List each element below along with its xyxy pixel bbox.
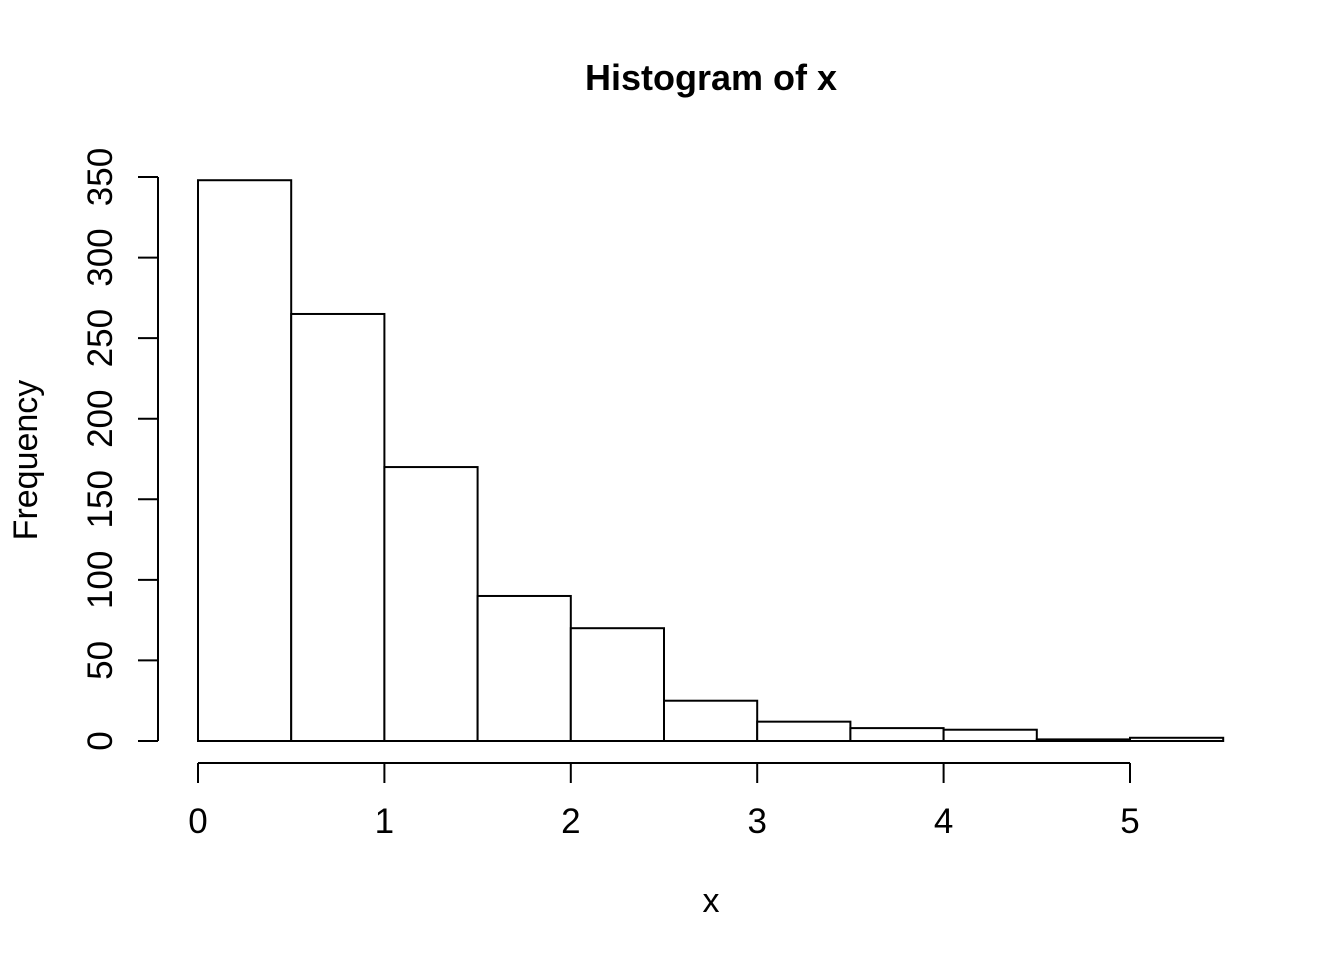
y-tick-label: 200	[81, 390, 120, 448]
x-tick-label: 4	[934, 802, 953, 841]
histogram-bar	[476, 594, 572, 742]
y-axis-title: Frequency	[7, 379, 45, 541]
histogram-bar	[1035, 738, 1132, 742]
histogram-bar	[756, 720, 852, 742]
y-tick-label: 50	[81, 641, 120, 680]
histogram-bar	[849, 727, 945, 743]
histogram-bar	[290, 312, 386, 742]
y-tick-label: 0	[81, 731, 120, 750]
x-tick-label: 5	[1120, 802, 1139, 841]
x-tick-label: 2	[561, 802, 580, 841]
histogram-bar	[569, 627, 665, 743]
x-tick-label: 1	[375, 802, 394, 841]
histogram-bar	[1129, 736, 1225, 743]
histogram-bar	[383, 466, 479, 742]
y-tick-label: 350	[81, 148, 120, 206]
y-tick-label: 300	[81, 228, 120, 286]
histogram-bar	[663, 699, 759, 743]
chart-title: Histogram of x	[584, 57, 838, 98]
histogram-bar	[942, 728, 1038, 742]
y-tick-label: 150	[81, 470, 120, 528]
y-tick-label: 100	[81, 551, 120, 609]
histogram-bar	[197, 179, 293, 743]
x-tick-label: 0	[188, 802, 207, 841]
x-tick-label: 3	[747, 802, 766, 841]
y-tick-label: 250	[81, 309, 120, 367]
x-axis-title: x	[702, 882, 720, 920]
